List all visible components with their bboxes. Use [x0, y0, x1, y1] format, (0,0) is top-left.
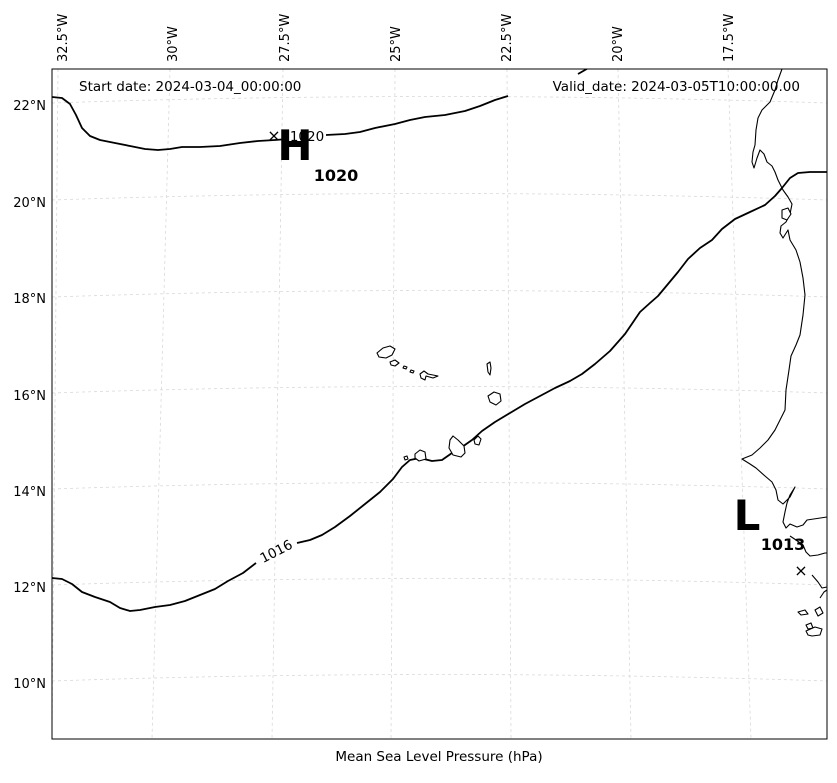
- island-sao-vicente: [389, 359, 400, 367]
- island-santo-antao: [376, 345, 396, 359]
- island-sal: [486, 361, 492, 376]
- high-value: 1020: [314, 166, 359, 185]
- lat-tick: 10°N: [13, 677, 46, 692]
- lon-tick: 20°W: [611, 26, 626, 62]
- bijagos-island-4: [805, 626, 823, 637]
- lat-tick: 20°N: [13, 196, 46, 211]
- map-frame: [51, 68, 828, 740]
- island-santa-luzia: [402, 365, 408, 370]
- longitude-ticks: 32.5°W 30°W 27.5°W 25°W 22.5°W 20°W 17.5…: [56, 14, 737, 62]
- lon-tick: 22.5°W: [500, 14, 515, 62]
- contour-label-1020: 1020: [290, 129, 324, 145]
- low-symbol: L: [734, 491, 761, 540]
- latitude-ticks: 22°N 20°N 18°N 16°N 14°N 12°N 10°N: [13, 99, 46, 692]
- isobar-1016-east: [296, 171, 827, 544]
- map-caption: Mean Sea Level Pressure (hPa): [335, 749, 542, 765]
- low-marker-icon: ×: [794, 561, 807, 580]
- lon-tick: 30°W: [166, 26, 181, 62]
- high-pressure-center: × H 1020: [267, 121, 358, 185]
- lat-tick: 18°N: [13, 292, 46, 307]
- island-sao-nicolau-main: [419, 370, 439, 381]
- guinea-coast: [789, 535, 827, 557]
- low-pressure-center: × L 1013: [734, 491, 808, 580]
- high-marker-icon: ×: [267, 126, 280, 145]
- island-santiago: [448, 435, 466, 458]
- island-sao-nicolau: [409, 369, 415, 374]
- sierra-leone-coast: [819, 589, 828, 599]
- bijagos-island-2: [814, 606, 824, 617]
- isobar-1016-west: [52, 562, 257, 612]
- start-date: Start date: 2024-03-04_00:00:00: [79, 79, 301, 95]
- isobar-1020-east: [325, 95, 509, 136]
- isobar-1020-top: [577, 69, 589, 75]
- island-brava: [403, 455, 409, 461]
- lon-tick: 32.5°W: [56, 14, 71, 62]
- lon-tick: 27.5°W: [278, 14, 293, 62]
- map-background: [52, 69, 827, 739]
- island-maio: [473, 435, 482, 446]
- lat-tick: 22°N: [13, 99, 46, 114]
- high-symbol: H: [277, 121, 312, 170]
- guinea-coast-south: [811, 574, 828, 589]
- isobar-1020-west: [52, 96, 289, 151]
- lon-tick: 25°W: [389, 26, 404, 62]
- low-value: 1013: [761, 535, 806, 554]
- cape-verde-islands: [376, 345, 502, 462]
- lat-tick: 14°N: [13, 485, 46, 500]
- lon-tick: 17.5°W: [722, 14, 737, 62]
- parallel-gridlines: [52, 96, 827, 682]
- lat-tick: 12°N: [13, 581, 46, 596]
- island-fogo: [414, 449, 427, 462]
- west-africa-coastline: [741, 68, 828, 637]
- mauritania-senegal-coast: [741, 68, 828, 529]
- lat-tick: 16°N: [13, 389, 46, 404]
- valid-date: Valid_date: 2024-03-05T10:00:00.00: [553, 79, 800, 95]
- meridian-gridlines: [52, 69, 752, 739]
- bijagos-island-1: [797, 609, 809, 616]
- island-canary-coast: [781, 207, 792, 221]
- island-boa-vista: [487, 391, 502, 406]
